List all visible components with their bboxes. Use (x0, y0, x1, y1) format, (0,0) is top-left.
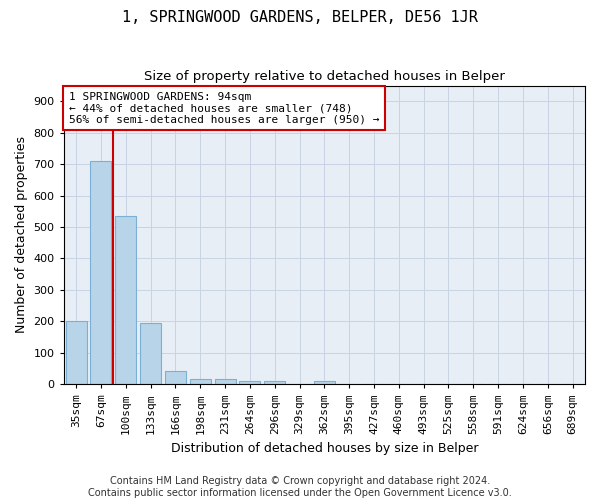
Bar (215, 379, 236, 384)
Bar (165, 371, 186, 384)
Bar (115, 216, 136, 384)
Bar (239, 380, 260, 384)
Bar (91, 161, 112, 384)
Bar (190, 379, 211, 384)
Bar (264, 381, 285, 384)
Y-axis label: Number of detached properties: Number of detached properties (15, 136, 28, 334)
Text: 1, SPRINGWOOD GARDENS, BELPER, DE56 1JR: 1, SPRINGWOOD GARDENS, BELPER, DE56 1JR (122, 10, 478, 25)
Bar (65, 322, 86, 384)
Bar (140, 324, 161, 384)
Text: 1 SPRINGWOOD GARDENS: 94sqm
← 44% of detached houses are smaller (748)
56% of se: 1 SPRINGWOOD GARDENS: 94sqm ← 44% of det… (69, 92, 379, 124)
Bar (314, 381, 335, 384)
X-axis label: Distribution of detached houses by size in Belper: Distribution of detached houses by size … (170, 442, 478, 455)
Title: Size of property relative to detached houses in Belper: Size of property relative to detached ho… (144, 70, 505, 83)
Text: Contains HM Land Registry data © Crown copyright and database right 2024.
Contai: Contains HM Land Registry data © Crown c… (88, 476, 512, 498)
